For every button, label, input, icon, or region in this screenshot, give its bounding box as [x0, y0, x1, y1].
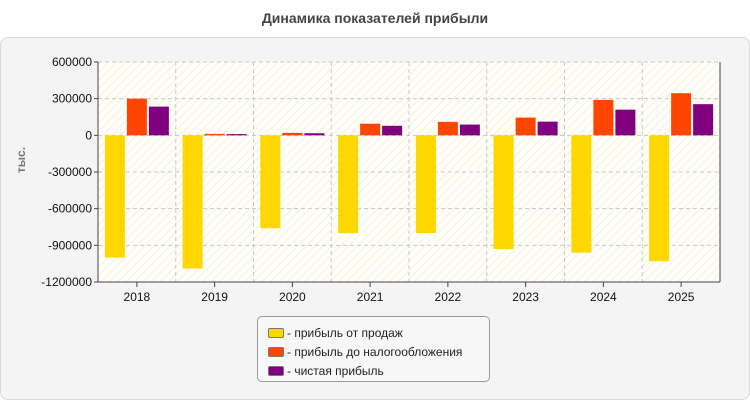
bar-2018-series-1	[126, 98, 147, 136]
legend-swatch-net	[268, 365, 284, 376]
y-axis-label: тыс.	[14, 147, 28, 173]
legend-swatch-pretax	[268, 346, 284, 357]
bar-2018-series-0	[104, 135, 125, 258]
y-tick-label: 0	[85, 128, 92, 142]
legend-label-pretax: - прибыль до налогообложения	[287, 344, 463, 359]
bar-2025-series-1	[671, 93, 692, 136]
bar-2020-series-1	[282, 132, 303, 136]
bar-2025-series-2	[693, 104, 714, 136]
y-tick-label: -600000	[48, 202, 92, 216]
bar-2025-series-0	[649, 135, 670, 262]
bar-2021-series-1	[360, 123, 381, 136]
x-tick-label: 2023	[512, 290, 539, 304]
legend-label-sales: - прибыль от продаж	[287, 325, 403, 340]
bar-2020-series-0	[260, 135, 281, 229]
bar-2021-series-0	[338, 135, 359, 234]
x-tick-label: 2024	[590, 290, 617, 304]
x-tick-label: 2020	[279, 290, 306, 304]
y-tick-label: 600000	[52, 55, 92, 69]
bar-2020-series-2	[304, 133, 325, 136]
bar-2019-series-1	[204, 133, 225, 136]
bar-2024-series-1	[593, 99, 614, 136]
bar-2023-series-0	[493, 135, 514, 249]
bar-2022-series-1	[437, 121, 458, 136]
legend-item: - чистая прибыль	[258, 361, 489, 380]
chart-title: Динамика показателей прибыли	[261, 10, 489, 26]
x-tick-label: 2019	[201, 290, 228, 304]
legend-swatch-sales	[268, 327, 284, 338]
y-tick-label: -900000	[48, 238, 92, 252]
bar-2018-series-2	[148, 106, 169, 136]
y-tick-label: -300000	[48, 165, 92, 179]
x-tick-label: 2025	[668, 290, 695, 304]
bar-2024-series-0	[571, 135, 592, 253]
bar-2024-series-2	[615, 109, 636, 136]
bar-2019-series-2	[226, 134, 247, 136]
x-tick-label: 2022	[435, 290, 462, 304]
bar-2023-series-2	[537, 121, 558, 136]
y-tick-label: -1200000	[41, 275, 92, 289]
x-tick-label: 2018	[124, 290, 151, 304]
x-tick-label: 2021	[357, 290, 384, 304]
bar-2023-series-1	[515, 117, 536, 136]
legend-item: - прибыль до налогообложения	[258, 342, 489, 361]
legend-item: - прибыль от продаж	[258, 323, 489, 342]
legend: - прибыль от продаж - прибыль до налогоо…	[257, 316, 490, 382]
bar-2021-series-2	[382, 125, 403, 136]
legend-label-net: - чистая прибыль	[287, 363, 384, 378]
bar-2022-series-2	[459, 124, 480, 136]
bar-2019-series-0	[182, 135, 203, 269]
bar-2022-series-0	[415, 135, 436, 234]
y-tick-label: 300000	[52, 92, 92, 106]
